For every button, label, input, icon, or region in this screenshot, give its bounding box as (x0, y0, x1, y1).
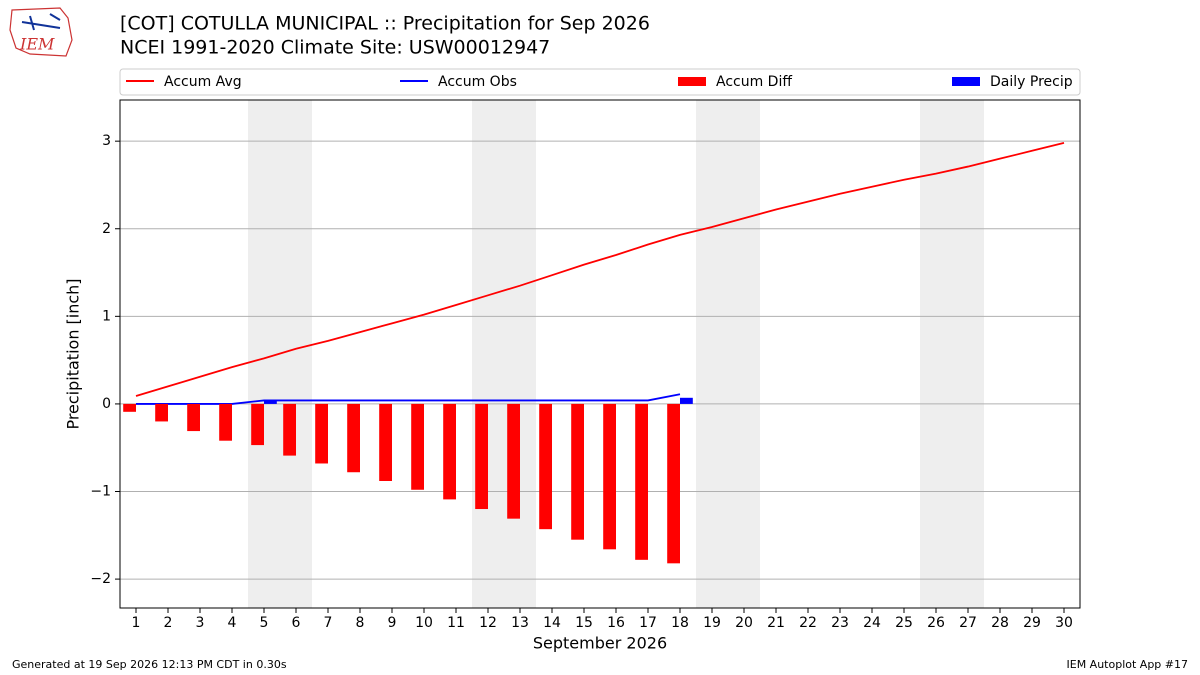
bar (475, 403, 488, 510)
legend-label: Accum Obs (438, 74, 517, 90)
legend-label: Daily Precip (990, 74, 1073, 90)
x-tick-label: 27 (959, 615, 977, 631)
x-tick-label: 24 (863, 615, 881, 631)
bar (251, 403, 264, 446)
weekend-shade (696, 100, 760, 608)
y-axis-label: Precipitation [inch] (64, 278, 83, 429)
x-tick-label: 2 (164, 615, 173, 631)
x-tick-label: 3 (196, 615, 205, 631)
plot-frame (119, 99, 1081, 609)
logo-icon (21, 13, 61, 31)
x-tick-label: 13 (511, 615, 529, 631)
x-tick-label: 23 (831, 615, 849, 631)
x-tick-label: 11 (447, 615, 465, 631)
x-tick-label: 22 (799, 615, 817, 631)
bar (123, 403, 136, 412)
x-tick-label: 16 (607, 615, 625, 631)
y-tick-label: 0 (102, 396, 111, 412)
x-tick-label: 7 (324, 615, 333, 631)
bar (507, 403, 520, 519)
bar (635, 403, 648, 560)
plot (123, 142, 1065, 564)
bar (315, 403, 328, 464)
bar (347, 403, 360, 473)
x-tick-label: 4 (228, 615, 237, 631)
x-tick-label: 14 (543, 615, 561, 631)
bar (680, 397, 693, 404)
x-tick-label: 21 (767, 615, 785, 631)
bar (603, 403, 616, 550)
bar (155, 403, 168, 422)
x-tick-label: 6 (292, 615, 301, 631)
footer-left: Generated at 19 Sep 2026 12:13 PM CDT in… (12, 658, 287, 671)
x-tick-label: 29 (1023, 615, 1041, 631)
bar (539, 403, 552, 530)
logo-outline (9, 7, 73, 57)
x-tick-label: 25 (895, 615, 913, 631)
x-tick-label: 15 (575, 615, 593, 631)
legend-label: Accum Avg (164, 74, 242, 90)
logo: IEM (9, 7, 73, 57)
x-tick-label: 28 (991, 615, 1009, 631)
bar (571, 403, 584, 540)
x-tick-label: 20 (735, 615, 753, 631)
y-tick-label: −1 (90, 484, 111, 500)
x-tick-label: 19 (703, 615, 721, 631)
bar (411, 403, 424, 490)
legend-box (119, 68, 1081, 96)
x-tick-label: 1 (132, 615, 141, 631)
y-tick-label: 3 (102, 133, 111, 149)
chart-subtitle: NCEI 1991-2020 Climate Site: USW00012947 (120, 37, 550, 59)
x-tick-label: 8 (356, 615, 365, 631)
bar (264, 400, 277, 404)
x-axis-label: September 2026 (533, 634, 667, 653)
legend-swatch (952, 77, 980, 86)
x-tick-label: 12 (479, 615, 497, 631)
bar (187, 403, 200, 432)
logo-text: IEM (19, 35, 55, 54)
x-tick-label: 17 (639, 615, 657, 631)
chart-title: [COT] COTULLA MUNICIPAL :: Precipitation… (120, 13, 650, 35)
legend-swatch (678, 77, 706, 86)
footer-right: IEM Autoplot App #17 (1067, 658, 1189, 671)
weekend-shade (472, 100, 536, 608)
x-tick-label: 26 (927, 615, 945, 631)
bar (379, 403, 392, 481)
bar (283, 403, 296, 456)
legend-label: Accum Diff (716, 74, 792, 90)
x-tick-label: 30 (1055, 615, 1073, 631)
line (136, 393, 681, 405)
weekend-shade (920, 100, 984, 608)
bar (667, 403, 680, 564)
x-tick-label: 9 (388, 615, 397, 631)
bar (443, 403, 456, 500)
x-tick-label: 18 (671, 615, 689, 631)
x-tick-label: 10 (415, 615, 433, 631)
y-tick-label: −2 (90, 571, 111, 587)
y-tick-label: 2 (102, 221, 111, 237)
x-tick-label: 5 (260, 615, 269, 631)
line (135, 142, 1065, 397)
bar (219, 403, 232, 441)
y-tick-label: 1 (102, 308, 111, 324)
